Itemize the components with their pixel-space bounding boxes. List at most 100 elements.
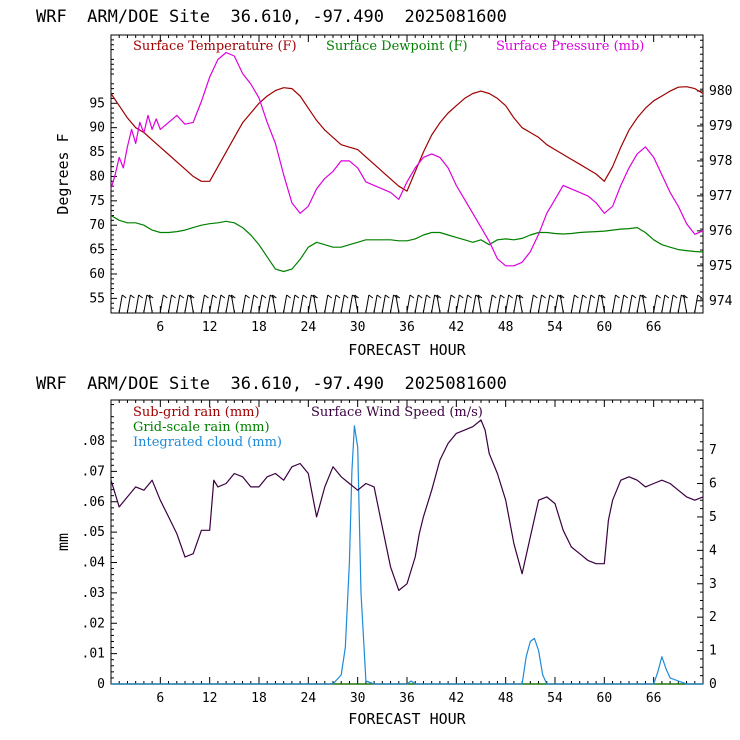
x-tick-label: 18	[251, 320, 267, 335]
wind-barb-flag	[601, 294, 606, 299]
legend-dewpoint: Surface Dewpoint (F)	[326, 39, 468, 54]
wind-barb-flag	[212, 294, 217, 299]
wind-barb	[390, 294, 395, 313]
wind-barb-flag	[313, 294, 318, 299]
wind-barb-flag	[171, 294, 176, 299]
wind-barb-flag	[574, 294, 579, 299]
wind-barb	[496, 294, 501, 313]
y2-tick-label: 979	[709, 119, 732, 134]
x-tick-label: 30	[350, 320, 366, 335]
wind-barb-flag	[179, 294, 185, 299]
wind-barb	[472, 294, 477, 313]
y2-tick-label: 6	[709, 477, 717, 492]
wind-barb	[464, 294, 469, 313]
y-tick-label: 55	[89, 291, 105, 306]
wind-barb-flag	[491, 294, 497, 299]
series-group	[110, 419, 704, 685]
y-tick-label: .02	[82, 616, 105, 631]
y2-tick-label: 7	[709, 443, 717, 458]
wind-barb	[570, 294, 575, 313]
wind-barb-flag	[436, 294, 442, 299]
series-line-surface-dewpoint	[110, 214, 704, 273]
y-tick-label: 90	[89, 121, 105, 136]
panel-header: WRF ARM/DOE Site 36.610, -97.490 2025081…	[36, 7, 507, 27]
wind-barb-flag	[130, 294, 135, 299]
x-tick-label: 60	[597, 320, 613, 335]
wind-barb	[381, 294, 386, 313]
wind-barb-flag	[582, 294, 587, 299]
wind-barb	[477, 294, 482, 313]
wind-barb	[554, 294, 559, 313]
wind-barb	[242, 294, 247, 313]
x-tick-label: 6	[156, 320, 164, 335]
y-tick-label: .04	[82, 556, 106, 571]
x-tick-label: 36	[399, 691, 415, 706]
wind-barb	[546, 294, 551, 313]
y2-tick-label: 2	[709, 610, 717, 625]
wind-barb-flag	[417, 294, 423, 299]
y2-tick-label: 0	[709, 677, 717, 692]
wind-barb	[538, 294, 543, 313]
wind-barb	[373, 294, 378, 313]
x-tick-label: 54	[547, 691, 563, 706]
legend-subgrid-rain: Sub-grid rain (mm)	[133, 405, 260, 420]
wind-barb-flag	[450, 294, 456, 299]
y-axis-ticks: 55 60 65 70 75 80 85 90 95	[89, 39, 117, 309]
wind-barb-flag	[121, 294, 127, 299]
wind-barb	[230, 294, 235, 313]
wind-barb	[612, 294, 617, 313]
wind-barb-flag	[590, 294, 596, 299]
y-tick-label: 85	[89, 145, 105, 160]
wind-barb	[184, 294, 189, 313]
wind-barb-flag	[204, 294, 209, 299]
series-line-surface-temperature	[110, 86, 704, 192]
x-tick-label: 6	[156, 691, 164, 706]
wind-barb-flag	[477, 294, 483, 299]
y2-tick-label: 4	[709, 543, 717, 558]
wind-barb	[628, 294, 633, 313]
wind-barb-flag	[148, 294, 154, 299]
wind-barb	[283, 294, 288, 313]
x-tick-label: 36	[399, 320, 415, 335]
legend-integrated-cloud: Integrated cloud (mm)	[133, 435, 282, 450]
wind-barb	[505, 294, 510, 313]
wind-barb	[641, 294, 646, 313]
x-tick-label: 12	[202, 691, 218, 706]
temperature-panel: WRF ARM/DOE Site 36.610, -97.490 2025081…	[36, 7, 733, 359]
wind-barb	[266, 294, 271, 313]
y-tick-label: 0	[97, 677, 105, 692]
x-axis-label: FORECAST HOUR	[348, 710, 466, 728]
wind-barb-flag	[672, 294, 678, 299]
wind-barb	[365, 294, 370, 313]
wind-barb-flag	[385, 294, 390, 299]
wind-barb-flag	[500, 294, 505, 299]
wind-barb	[348, 294, 353, 313]
wind-barb	[209, 294, 214, 313]
y2-tick-label: 3	[709, 577, 717, 592]
wind-barb-flag	[549, 294, 555, 299]
legend-wind-speed: Surface Wind Speed (m/s)	[311, 405, 483, 420]
wind-barb	[324, 294, 329, 313]
legend-pressure: Surface Pressure (mb)	[496, 39, 644, 54]
plot-frame	[110, 34, 704, 314]
y-tick-label: 75	[89, 194, 105, 209]
legend-temperature: Surface Temperature (F)	[133, 39, 297, 54]
wind-barb	[200, 294, 205, 313]
wind-barb	[271, 294, 276, 313]
wind-barb	[431, 294, 436, 313]
precip-panel: WRF ARM/DOE Site 36.610, -97.490 2025081…	[36, 374, 717, 728]
wind-barb	[217, 294, 222, 313]
wind-barb-flag	[189, 294, 195, 299]
wind-barb	[118, 294, 123, 313]
x-tick-label: 54	[547, 320, 563, 335]
wind-barb-flag	[354, 294, 359, 299]
wind-barb-flag	[220, 294, 226, 299]
wind-barb-flag	[683, 294, 688, 299]
y-axis-ticks: 0 .01 .02 .03 .04 .05 .06 .07 .08	[82, 404, 117, 692]
wind-barb-flag	[409, 294, 415, 299]
wind-barb-flag	[697, 294, 703, 299]
wind-barb-flag	[656, 294, 661, 299]
wind-barb	[488, 294, 493, 313]
y-tick-label: .03	[82, 586, 105, 601]
wind-barb	[159, 294, 164, 313]
